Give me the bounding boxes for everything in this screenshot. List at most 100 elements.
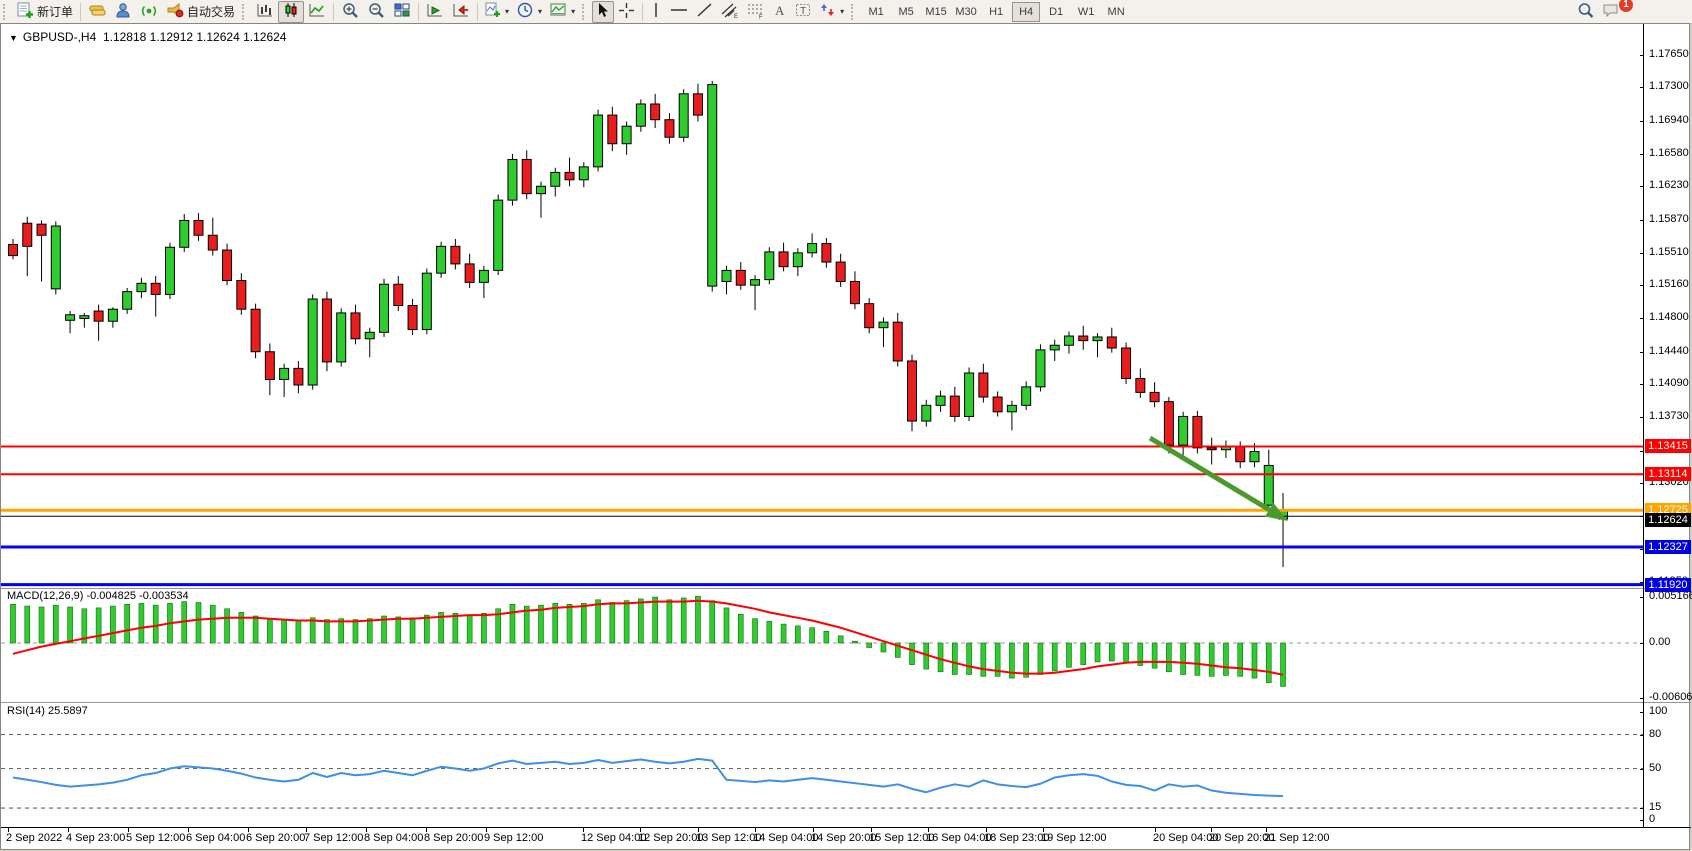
zoom-out-button[interactable]: [363, 1, 389, 23]
time-tick: [306, 828, 307, 832]
svg-text:F: F: [759, 14, 763, 19]
macd-histogram-bar: [566, 603, 573, 644]
text-label-tool-button[interactable]: T: [791, 1, 816, 23]
signals-button[interactable]: [136, 1, 162, 23]
autotrade-button[interactable]: 自动交易: [162, 1, 239, 23]
fibonacci-tool-button[interactable]: F: [743, 1, 769, 23]
toolbar-drag-handle[interactable]: [242, 3, 248, 20]
toolbar: 新订单 自动交易 ▾ ▾ ▾ E F A T ▾: [0, 0, 1692, 24]
macd-histogram-bar: [138, 603, 145, 644]
equidistant-channel-tool-button[interactable]: E: [717, 1, 743, 23]
bear-candle: [250, 308, 261, 353]
symbol-dropdown-caret[interactable]: ▼: [9, 33, 18, 43]
cursor-tool-button[interactable]: [592, 0, 615, 23]
new-order-button[interactable]: 新订单: [13, 1, 77, 23]
bar-chart-mode-button[interactable]: [252, 1, 278, 23]
time-axis-label: 19 Sep 12:00: [1041, 832, 1107, 844]
timeframe-H1[interactable]: H1: [989, 5, 1004, 18]
toolbar-drag-handle[interactable]: [3, 3, 9, 20]
bear-candle: [949, 395, 960, 417]
arrows-tool-button[interactable]: ▾: [816, 1, 848, 23]
time-tick: [583, 828, 584, 832]
candlestick-mode-button[interactable]: [278, 0, 305, 23]
time-tick: [366, 828, 367, 832]
bear-candle: [1235, 445, 1246, 463]
auto-scroll-button[interactable]: [422, 1, 448, 23]
macd-histogram-bar: [1094, 642, 1101, 663]
macd-histogram-bar: [737, 613, 744, 644]
chart-shift-button[interactable]: [448, 1, 474, 23]
gold-icon: [88, 2, 106, 21]
line-chart-mode-button[interactable]: [304, 1, 330, 23]
toolbar-separator: [642, 2, 644, 21]
vertical-line-tool-button[interactable]: [646, 1, 666, 23]
macd-histogram-bar: [38, 606, 45, 644]
bear-candle: [8, 244, 18, 257]
text-tool-button[interactable]: A: [769, 1, 791, 23]
bull-candle: [279, 367, 290, 380]
crosshair-tool-button[interactable]: [614, 1, 639, 23]
arrows-icon: [820, 2, 836, 21]
price-tick-label: 1.16580: [1649, 146, 1689, 159]
timeframe-H4[interactable]: H4: [1012, 1, 1041, 22]
toolbar-drag-handle[interactable]: [582, 3, 588, 20]
main-macd-separator[interactable]: [1, 588, 1691, 589]
timeframe-M30[interactable]: M30: [955, 5, 977, 18]
chart-window[interactable]: ▼ GBPUSD-,H4 1.12818 1.12912 1.12624 1.12…: [0, 23, 1692, 851]
trend-arrow-head[interactable]: [1265, 502, 1288, 521]
chart-plot[interactable]: [1, 24, 1691, 851]
timeframe-M5[interactable]: M5: [898, 5, 914, 18]
macd-axis-label: -0.006064: [1649, 690, 1692, 703]
time-axis-label: 12 Sep 20:00: [638, 832, 704, 844]
horizontal-line-tool-button[interactable]: [666, 1, 692, 23]
bear-candle: [293, 367, 304, 386]
zoom-out-icon: [367, 2, 385, 22]
autotrade-label: 自动交易: [187, 5, 236, 19]
trend-arrow-line[interactable]: [1148, 435, 1271, 512]
time-tick: [813, 828, 814, 832]
indicators-button[interactable]: ▾: [481, 1, 513, 23]
macd-histogram-bar: [495, 608, 501, 644]
time-axis-label: 21 Sep 12:00: [1264, 832, 1330, 844]
trendline-tool-button[interactable]: [692, 1, 717, 23]
timeframe-D1[interactable]: D1: [1049, 5, 1064, 18]
svg-text:T: T: [800, 6, 806, 17]
data-window-button[interactable]: [110, 1, 136, 23]
fibonacci-icon: F: [747, 2, 765, 22]
new-order-icon: [17, 2, 34, 22]
time-tick: [188, 828, 189, 832]
timeframe-M15[interactable]: M15: [925, 5, 947, 18]
templates-button[interactable]: ▾: [546, 1, 579, 23]
price-tick-label: 1.14440: [1649, 344, 1689, 357]
search-icon: [1577, 2, 1594, 22]
bear-candle: [992, 396, 1003, 413]
bull-candle: [50, 225, 61, 290]
market-watch-button[interactable]: [84, 1, 110, 23]
toolbar-drag-handle[interactable]: [851, 3, 857, 20]
bear-candle: [892, 321, 903, 362]
time-tick: [8, 828, 9, 832]
bull-candle: [107, 308, 118, 322]
timeframe-MN[interactable]: MN: [1107, 5, 1125, 18]
macd-histogram-bar: [937, 642, 944, 673]
search-button[interactable]: [1573, 1, 1598, 23]
price-tick: [1640, 581, 1644, 583]
macd-histogram-bar: [1080, 642, 1087, 665]
macd-rsi-separator[interactable]: [1, 702, 1691, 703]
time-axis-label: 5 Sep 12:00: [126, 832, 186, 844]
chat-button[interactable]: 1: [1598, 0, 1633, 23]
macd-axis-label: 0.005166: [1649, 589, 1692, 602]
tile-windows-button[interactable]: [389, 1, 415, 23]
periods-button[interactable]: ▾: [513, 1, 546, 23]
timeframe-M1[interactable]: M1: [868, 5, 884, 18]
line-chart-icon: [308, 2, 326, 21]
price-tick-label: 1.15160: [1649, 278, 1689, 291]
trendline-icon: [696, 2, 713, 21]
macd-histogram-bar: [680, 597, 687, 644]
time-axis-label: 18 Sep 23:00: [984, 832, 1050, 844]
price-line-badge: 1.12327: [1645, 540, 1691, 555]
time-axis-label: 14 Sep 04:00: [753, 832, 819, 844]
zoom-in-button[interactable]: [337, 1, 363, 23]
timeframe-W1[interactable]: W1: [1077, 5, 1095, 18]
